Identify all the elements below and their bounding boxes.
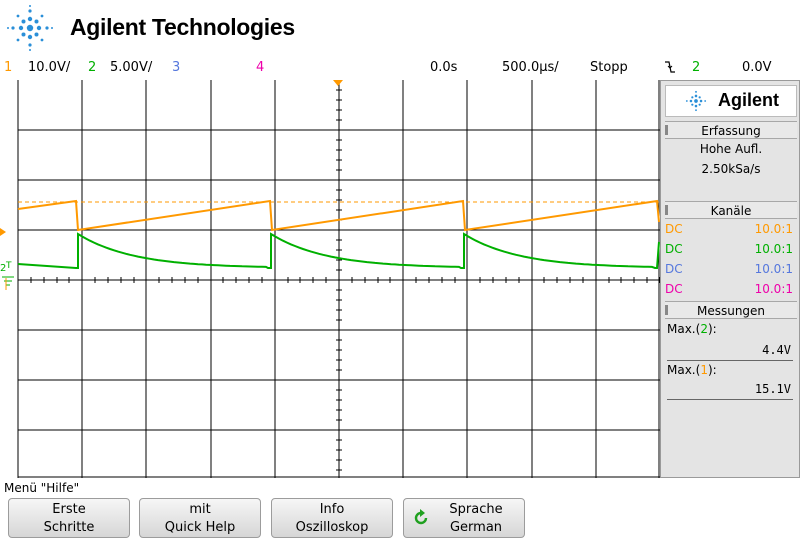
delay-readout[interactable]: 0.0s (430, 60, 458, 75)
softkey-1-line2: Schritte (43, 520, 95, 535)
channels-header[interactable]: Kanäle (665, 201, 797, 219)
measurement-1-divider (667, 360, 793, 361)
ch1-trace (17, 199, 660, 232)
ch3-number[interactable]: 3 (172, 60, 181, 75)
channels-header-label: Kanäle (710, 204, 752, 218)
ch3-coupling: DC (665, 262, 683, 276)
softkey-quick-help[interactable]: mit Quick Help (139, 498, 261, 538)
svg-text:T: T (5, 261, 12, 271)
ch1-probe: 10.0:1 (754, 222, 793, 236)
svg-text:2: 2 (0, 263, 6, 274)
graticule (17, 80, 660, 478)
trigger-channel[interactable]: 2 (692, 60, 701, 75)
measurement-1-label: Max.(2): (667, 322, 717, 336)
trigger-level-marker[interactable]: T (5, 261, 12, 271)
ch1-reference-marker[interactable] (0, 228, 6, 236)
measurement-1-value: 4.4V (762, 343, 791, 357)
trigger-position-marker[interactable] (333, 80, 343, 86)
status-bar: 1 10.0V/ 2 5.00V/ 3 4 0.0s 500.0µs/ Stop… (0, 56, 800, 80)
acquisition-mode: Hohe Aufl. (699, 142, 763, 156)
timebase-readout[interactable]: 500.0µs/ (502, 60, 559, 75)
ch4-number[interactable]: 4 (256, 60, 265, 75)
panel-logo: Agilent (665, 85, 797, 117)
measurements-header[interactable]: Messungen (665, 301, 797, 319)
softkey-3-line2: Oszilloskop (295, 520, 369, 535)
menu-title: Menü "Hilfe" (4, 481, 80, 495)
softkey-2-line1: mit (189, 502, 211, 517)
ch2-number[interactable]: 2 (88, 60, 97, 75)
trigger-level[interactable]: 0.0V (742, 60, 772, 75)
side-panel: Agilent Erfassung Hohe Aufl. 2.50kSa/s K… (660, 80, 800, 478)
softkey-about-oscilloscope[interactable]: Info Oszilloskop (271, 498, 393, 538)
agilent-spark-logo-icon (7, 5, 53, 51)
softkey-1-line1: Erste (52, 502, 86, 517)
measurements-header-label: Messungen (696, 304, 766, 318)
channel-row-2[interactable]: DC 10.0:1 (665, 239, 797, 259)
header: Agilent Technologies (0, 0, 800, 56)
ch1-coupling: DC (665, 222, 683, 236)
acquisition-header-label: Erfassung (701, 124, 761, 138)
measurement-2-label: Max.(1): (667, 363, 717, 377)
rotate-arrow-icon (414, 509, 428, 525)
brand-title: Agilent Technologies (70, 14, 295, 40)
ch2-coupling: DC (665, 242, 683, 256)
falling-edge-icon (664, 59, 676, 79)
panel-brand: Agilent (718, 90, 779, 110)
measurement-2-value: 15.1V (754, 382, 791, 396)
ch2-probe: 10.0:1 (754, 242, 793, 256)
softkey-4-line1: Sprache (449, 502, 503, 517)
ch2-ground-marker[interactable]: 2 (0, 263, 14, 286)
measurement-2-divider (667, 399, 793, 400)
ch1-number[interactable]: 1 (4, 60, 13, 75)
ch1-scale[interactable]: 10.0V/ (28, 60, 71, 75)
softkey-4-line2: German (449, 520, 503, 535)
ch4-probe: 10.0:1 (754, 282, 793, 296)
softkey-getting-started[interactable]: Erste Schritte (8, 498, 130, 538)
softkey-3-line1: Info (319, 502, 345, 517)
ch4-coupling: DC (665, 282, 683, 296)
ch3-probe: 10.0:1 (754, 262, 793, 276)
channel-row-3[interactable]: DC 10.0:1 (665, 259, 797, 279)
channel-row-1[interactable]: DC 10.0:1 (665, 219, 797, 239)
channel-row-4[interactable]: DC 10.0:1 (665, 279, 797, 299)
agilent-spark-small-icon (685, 90, 707, 112)
ch2-scale[interactable]: 5.00V/ (110, 60, 153, 75)
acquisition-header[interactable]: Erfassung (665, 121, 797, 139)
run-state: Stopp (590, 60, 628, 75)
sample-rate: 2.50kSa/s (701, 162, 761, 176)
ch2-trace (17, 232, 660, 269)
softkey-2-line2: Quick Help (164, 520, 236, 535)
scope-display[interactable]: 2 T (0, 80, 660, 478)
softkey-language[interactable]: Sprache German (403, 498, 525, 538)
